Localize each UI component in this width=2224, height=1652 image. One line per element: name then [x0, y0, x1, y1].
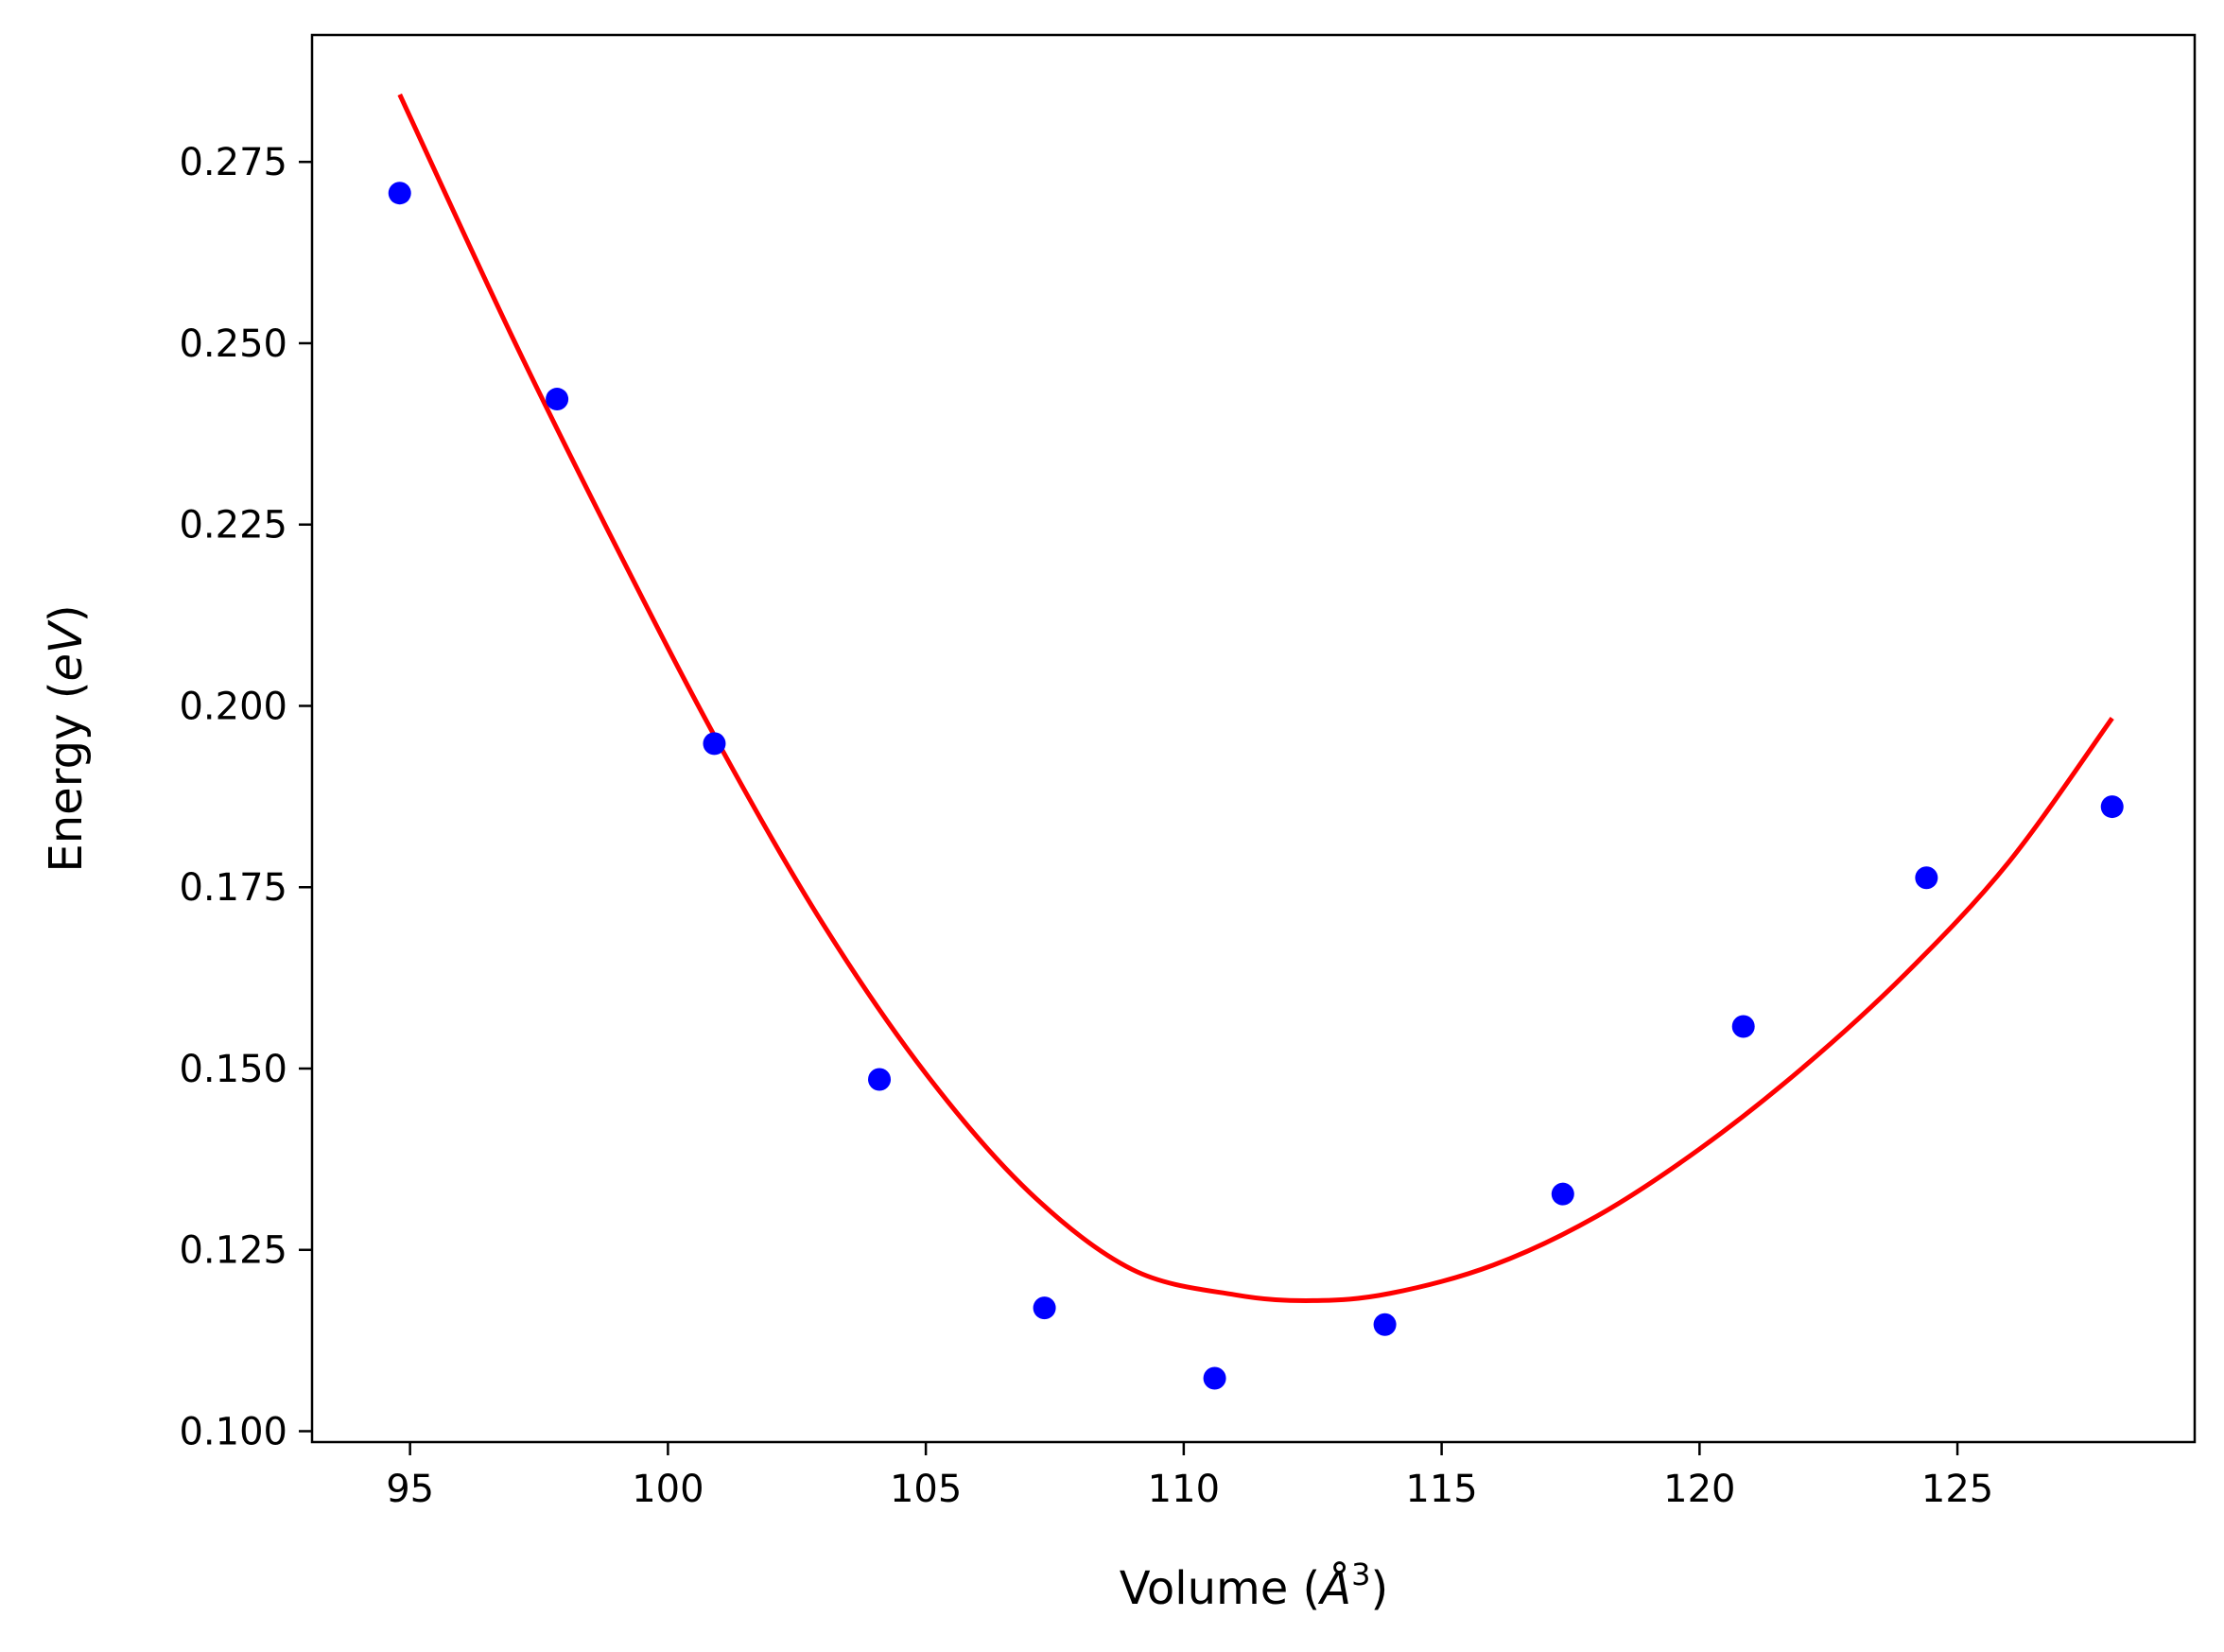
data-point	[2100, 795, 2124, 819]
data-point	[1203, 1366, 1226, 1390]
y-tick-label: 0.200	[179, 685, 287, 728]
y-tick-label: 0.100	[179, 1410, 287, 1453]
x-tick-label: 120	[1663, 1468, 1735, 1511]
x-tick-label: 100	[632, 1468, 704, 1511]
data-point	[1373, 1313, 1397, 1336]
x-tick-label: 105	[890, 1468, 962, 1511]
plot-area	[312, 35, 2195, 1442]
data-point	[388, 182, 411, 205]
data-point	[1731, 1015, 1755, 1038]
y-tick-label: 0.275	[179, 141, 287, 184]
data-point	[1551, 1182, 1574, 1206]
axes-frame	[310, 33, 2197, 1444]
y-tick-label: 0.175	[179, 866, 287, 910]
x-axis-label: Volume (Å3)	[1120, 1556, 1388, 1615]
y-tick-label: 0.250	[179, 322, 287, 366]
fit-layer	[397, 93, 2114, 1303]
data-point	[1915, 866, 1938, 890]
y-tick-label: 0.150	[179, 1048, 287, 1091]
data-point	[546, 388, 569, 411]
x-tick-label: 125	[1921, 1468, 1993, 1511]
data-point	[1033, 1296, 1056, 1320]
y-tick-label: 0.125	[179, 1229, 287, 1273]
x-tick-label: 115	[1405, 1468, 1477, 1511]
y-axis-label: Energy (eV)	[40, 604, 93, 872]
axes-background	[312, 35, 2195, 1442]
y-tick-label: 0.225	[179, 504, 287, 548]
fit-curve	[397, 93, 2114, 1303]
x-tick-label: 95	[386, 1468, 434, 1511]
points-layer	[388, 182, 2124, 1390]
data-point	[868, 1068, 892, 1091]
data-point	[703, 732, 726, 756]
y-axis: 0.100 0.125 0.150 0.175 0.200 0.225 0.250 0.275	[179, 141, 312, 1453]
x-axis: 95 100 105 110 115 120 125	[386, 1442, 1993, 1511]
x-tick-label: 110	[1148, 1468, 1220, 1511]
